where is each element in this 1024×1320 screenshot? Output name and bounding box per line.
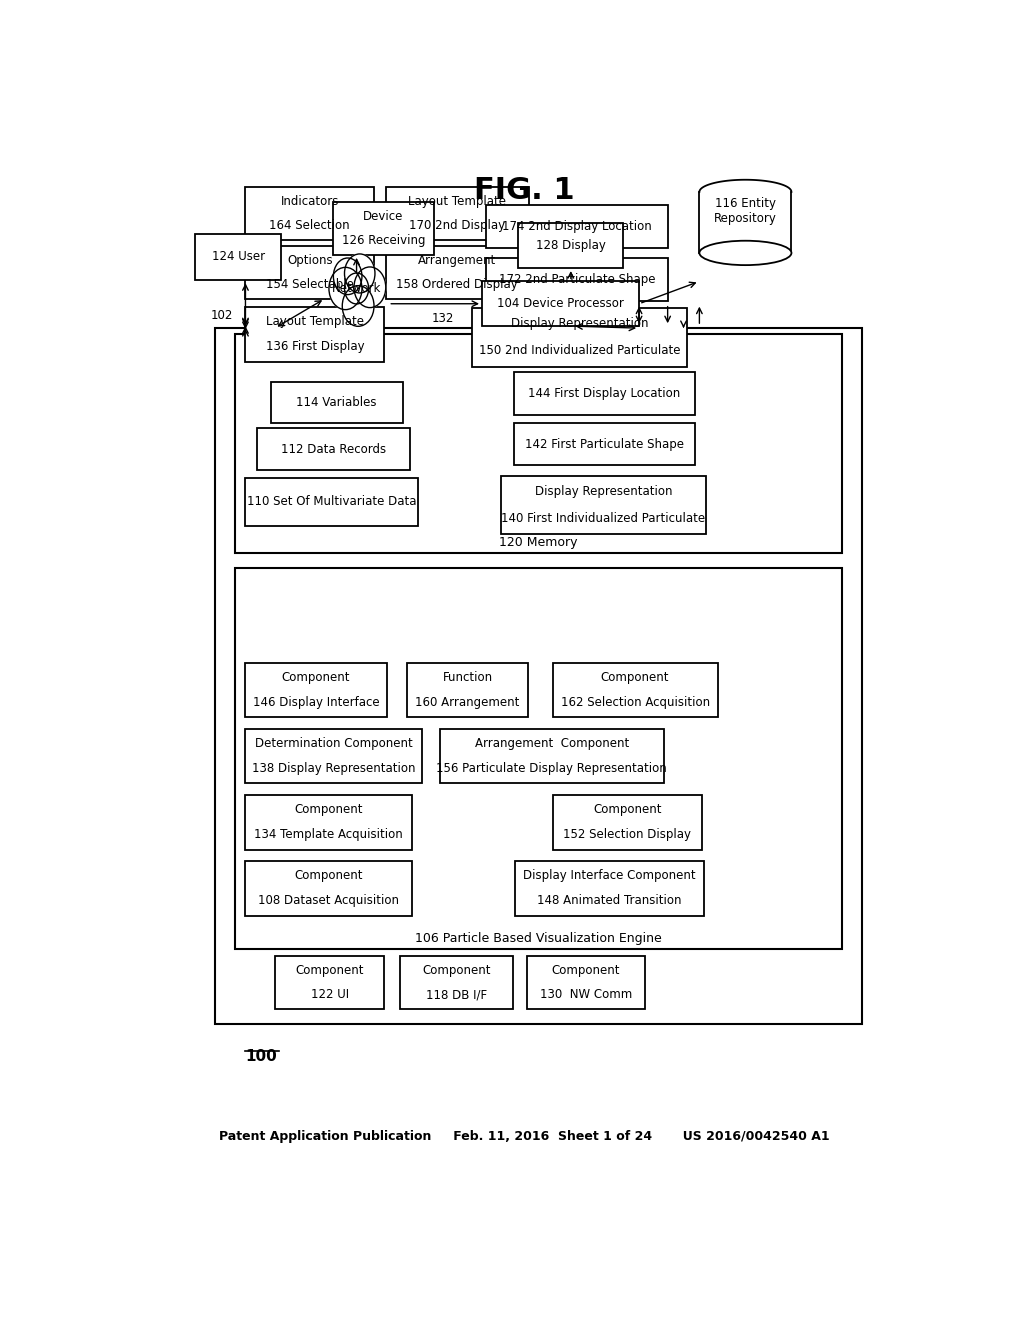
Text: 128 Display: 128 Display <box>536 239 606 252</box>
Text: Determination Component: Determination Component <box>255 737 413 750</box>
Text: 102: 102 <box>211 309 232 322</box>
Text: Component: Component <box>295 869 364 882</box>
Text: 138 Display Representation: 138 Display Representation <box>252 762 416 775</box>
Bar <box>518 223 624 268</box>
Bar <box>274 956 384 1008</box>
Bar <box>501 475 706 535</box>
Text: 126 Receiving: 126 Receiving <box>342 234 425 247</box>
Text: 134 Template Acquisition: 134 Template Acquisition <box>254 828 403 841</box>
Text: Function: Function <box>442 671 493 684</box>
Bar <box>246 478 419 527</box>
Bar <box>486 257 669 301</box>
Text: 110 Set Of Multivariate Data: 110 Set Of Multivariate Data <box>247 495 417 508</box>
Circle shape <box>344 273 369 304</box>
Text: 114 Variables: 114 Variables <box>297 396 377 409</box>
Bar <box>400 956 513 1008</box>
Bar <box>196 234 282 280</box>
Bar <box>333 202 434 255</box>
Bar <box>386 187 528 240</box>
Text: 116 Entity
Repository: 116 Entity Repository <box>714 197 777 226</box>
Text: 146 Display Interface: 146 Display Interface <box>253 696 380 709</box>
Bar <box>527 956 645 1008</box>
Bar <box>236 334 842 553</box>
Bar <box>246 306 384 362</box>
Circle shape <box>329 268 361 310</box>
Text: Component: Component <box>593 803 662 816</box>
Bar <box>215 329 862 1024</box>
Bar <box>482 281 639 326</box>
Circle shape <box>354 267 386 308</box>
Text: 124 User: 124 User <box>212 251 265 264</box>
Bar <box>246 246 374 298</box>
Text: 152 Selection Display: 152 Selection Display <box>563 828 691 841</box>
Text: 170 2nd Display: 170 2nd Display <box>410 219 506 232</box>
Bar <box>515 861 705 916</box>
Bar <box>236 568 842 949</box>
Text: Layout Template: Layout Template <box>409 194 506 207</box>
Bar <box>553 795 701 850</box>
Text: 140 First Individualized Particulate: 140 First Individualized Particulate <box>502 512 706 525</box>
Bar <box>486 205 669 248</box>
Text: 132: 132 <box>432 313 455 326</box>
Text: 150 2nd Individualized Particulate: 150 2nd Individualized Particulate <box>479 345 680 358</box>
Text: Patent Application Publication     Feb. 11, 2016  Sheet 1 of 24       US 2016/00: Patent Application Publication Feb. 11, … <box>219 1130 830 1143</box>
Text: Component: Component <box>552 964 621 977</box>
Bar <box>514 372 694 414</box>
Bar <box>246 795 412 850</box>
Bar <box>246 861 412 916</box>
Text: Layout Template: Layout Template <box>266 315 364 329</box>
Text: 130  NW Comm: 130 NW Comm <box>540 989 632 1002</box>
Text: 162 Selection Acquisition: 162 Selection Acquisition <box>560 696 710 709</box>
Text: 120 Memory: 120 Memory <box>500 536 578 549</box>
Text: Component: Component <box>422 964 490 977</box>
Text: 112 Data Records: 112 Data Records <box>281 442 386 455</box>
Text: 118 DB I/F: 118 DB I/F <box>426 989 487 1002</box>
Text: 154 Selectable: 154 Selectable <box>266 279 353 290</box>
Bar <box>257 428 410 470</box>
Text: 158 Ordered Display: 158 Ordered Display <box>396 279 518 290</box>
Text: 104 Device Processor: 104 Device Processor <box>497 297 624 310</box>
Text: Options: Options <box>287 253 333 267</box>
Text: 160 Arrangement: 160 Arrangement <box>416 696 520 709</box>
Text: 136 First Display: 136 First Display <box>265 341 365 354</box>
Text: 164 Selection: 164 Selection <box>269 219 350 232</box>
Text: Network: Network <box>332 282 381 294</box>
Text: Display Interface Component: Display Interface Component <box>523 869 696 882</box>
Text: 156 Particulate Display Representation: 156 Particulate Display Representation <box>436 762 668 775</box>
Bar <box>514 422 694 466</box>
Ellipse shape <box>699 240 792 265</box>
Bar <box>440 729 664 784</box>
Text: 148 Animated Transition: 148 Animated Transition <box>538 894 682 907</box>
Text: 172 2nd Particulate Shape: 172 2nd Particulate Shape <box>499 273 655 286</box>
Text: Display Representation: Display Representation <box>511 317 648 330</box>
Bar <box>246 187 374 240</box>
Text: Component: Component <box>295 803 364 816</box>
Text: 106 Particle Based Visualization Engine: 106 Particle Based Visualization Engine <box>416 932 663 945</box>
Bar <box>472 308 687 367</box>
Circle shape <box>334 257 361 294</box>
Text: Display Representation: Display Representation <box>535 484 672 498</box>
Text: Arrangement: Arrangement <box>418 253 497 267</box>
Text: 122 UI: 122 UI <box>310 989 348 1002</box>
Text: Component: Component <box>295 964 364 977</box>
Text: FIG. 1: FIG. 1 <box>474 177 575 206</box>
Bar <box>270 381 402 422</box>
Text: 144 First Display Location: 144 First Display Location <box>528 387 680 400</box>
Bar <box>246 663 387 718</box>
Bar <box>246 729 422 784</box>
Bar <box>553 663 718 718</box>
Text: Device: Device <box>364 210 403 223</box>
Text: Indicators: Indicators <box>281 194 339 207</box>
Circle shape <box>344 253 375 293</box>
Text: Component: Component <box>601 671 670 684</box>
Text: Component: Component <box>282 671 350 684</box>
Bar <box>408 663 528 718</box>
Text: 142 First Particulate Shape: 142 First Particulate Shape <box>524 437 684 450</box>
Text: 108 Dataset Acquisition: 108 Dataset Acquisition <box>258 894 399 907</box>
Text: 174 2nd Display Location: 174 2nd Display Location <box>503 220 652 234</box>
Text: 100: 100 <box>246 1049 278 1064</box>
Text: Arrangement  Component: Arrangement Component <box>475 737 629 750</box>
Circle shape <box>342 285 374 326</box>
Bar <box>386 246 528 298</box>
